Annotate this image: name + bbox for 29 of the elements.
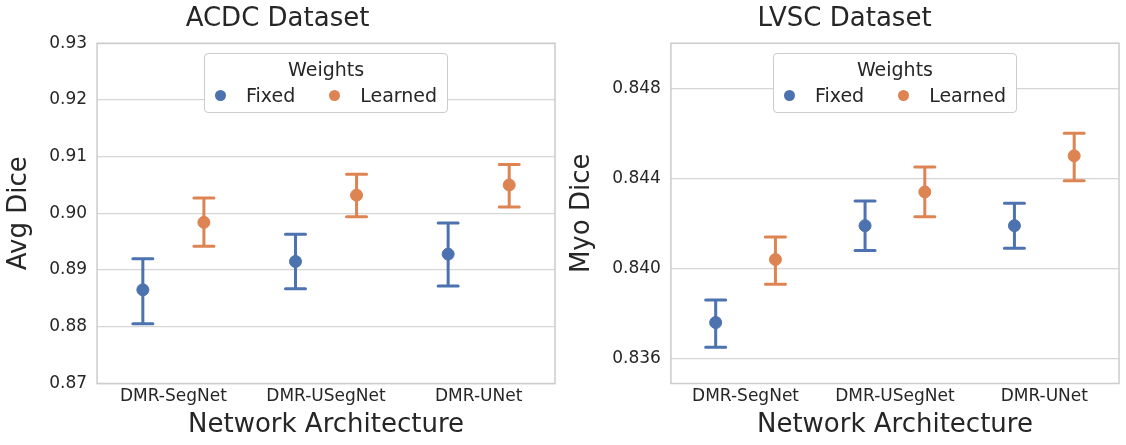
legend-title: Weights	[287, 58, 366, 81]
y-tick-label: 0.844	[612, 166, 661, 187]
legend-label: Fixed	[246, 84, 296, 107]
legend-label: Fixed	[814, 84, 865, 107]
y-tick-label: 0.90	[49, 201, 88, 222]
x-tick-label: DMR-SegNet	[119, 385, 228, 406]
y-tick-label: 0.89	[49, 258, 88, 279]
x-tick-label: DMR-USegNet	[266, 385, 387, 406]
y-tick-label: 0.87	[49, 371, 88, 392]
y-tick-label: 0.93	[49, 31, 88, 52]
y-tick-label: 0.848	[612, 76, 661, 97]
legend-label: Learned	[360, 84, 438, 107]
chart-title: ACDC Dataset	[185, 2, 370, 33]
x-tick-label: DMR-SegNet	[692, 385, 800, 406]
x-tick-label: DMR-USegNet	[835, 385, 955, 406]
y-tick-label: 0.840	[612, 256, 661, 277]
x-tick-label: DMR-UNet	[435, 385, 523, 406]
legend-title: Weights	[855, 58, 934, 81]
y-tick-label: 0.88	[49, 315, 88, 336]
x-axis-title: Network Architecture	[756, 408, 1033, 439]
x-axis-title: Network Architecture	[188, 408, 465, 439]
legend-label: Learned	[929, 84, 1007, 107]
y-tick-label: 0.92	[49, 88, 88, 109]
y-tick-label: 0.836	[612, 347, 661, 368]
y-axis-title: Avg Dice	[2, 156, 33, 271]
y-tick-label: 0.91	[49, 145, 88, 166]
x-tick-label: DMR-UNet	[1000, 385, 1089, 406]
chart-title: LVSC Dataset	[757, 2, 932, 33]
y-axis-title: Myo Dice	[565, 153, 596, 274]
